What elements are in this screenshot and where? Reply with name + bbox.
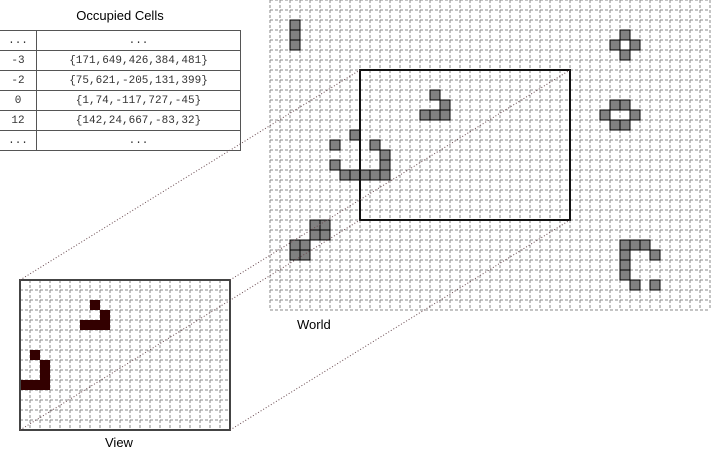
table-row: -3 {171,649,426,384,481} bbox=[0, 50, 241, 71]
world-live-cell bbox=[439, 99, 451, 111]
table-row: ...... bbox=[0, 130, 241, 151]
world-live-cell bbox=[649, 279, 661, 291]
world-live-cell bbox=[349, 129, 361, 141]
world-live-cell bbox=[429, 89, 441, 101]
world-live-cell bbox=[419, 109, 431, 121]
world-live-cell bbox=[619, 269, 631, 281]
world-live-cell bbox=[619, 249, 631, 261]
world-live-cell bbox=[649, 249, 661, 261]
world-live-cell bbox=[609, 39, 621, 51]
occupied-cells-table: ...... -3 {171,649,426,384,481} -2 {75,621,-… bbox=[0, 30, 241, 151]
table-title: Occupied Cells bbox=[76, 8, 164, 23]
world-live-cell bbox=[299, 249, 311, 261]
world-live-cell bbox=[429, 109, 441, 121]
row-cell-set: {142,24,667,-83,32} bbox=[36, 110, 241, 131]
world-live-cell bbox=[639, 239, 651, 251]
projection-line bbox=[19, 219, 361, 431]
world-live-cell bbox=[349, 169, 361, 181]
view-live-cell bbox=[30, 380, 40, 390]
view-live-cell bbox=[30, 350, 40, 360]
view-live-cell bbox=[40, 370, 50, 380]
view-live-cell bbox=[20, 380, 30, 390]
world-live-cell bbox=[329, 139, 341, 151]
world-live-cell bbox=[369, 169, 381, 181]
world-live-cell bbox=[619, 259, 631, 271]
view-live-cell bbox=[40, 380, 50, 390]
world-live-cell bbox=[619, 119, 631, 131]
view-live-cell bbox=[100, 310, 110, 320]
world-live-cell bbox=[369, 139, 381, 151]
view-live-cell bbox=[100, 320, 110, 330]
viewport-rectangle bbox=[359, 69, 571, 221]
world-live-cell bbox=[289, 29, 301, 41]
world-live-cell bbox=[619, 29, 631, 41]
projection-line bbox=[229, 219, 571, 431]
view-live-cell bbox=[90, 320, 100, 330]
world-live-cell bbox=[629, 279, 641, 291]
world-live-cell bbox=[339, 169, 351, 181]
view-live-cell bbox=[90, 300, 100, 310]
world-live-cell bbox=[609, 99, 621, 111]
world-live-cell bbox=[319, 229, 331, 241]
view-live-cell bbox=[40, 360, 50, 370]
world-live-cell bbox=[619, 99, 631, 111]
view-border bbox=[19, 279, 231, 431]
table-row: ...... bbox=[0, 30, 241, 51]
world-live-cell bbox=[309, 219, 321, 231]
world-live-cell bbox=[619, 49, 631, 61]
world-live-cell bbox=[629, 109, 641, 121]
world-live-cell bbox=[359, 169, 371, 181]
world-live-cell bbox=[379, 169, 391, 181]
view-live-cell bbox=[80, 320, 90, 330]
world-live-cell bbox=[439, 109, 451, 121]
world-live-cell bbox=[619, 239, 631, 251]
world-live-cell bbox=[609, 119, 621, 131]
world-live-cell bbox=[329, 159, 341, 171]
table-row: 12 {142,24,667,-83,32} bbox=[0, 110, 241, 131]
world-live-cell bbox=[289, 39, 301, 51]
view-label: View bbox=[105, 435, 133, 450]
world-live-cell bbox=[289, 19, 301, 31]
world-live-cell bbox=[379, 159, 391, 171]
row-cell-set: ... bbox=[36, 130, 241, 151]
world-live-cell bbox=[309, 229, 321, 241]
world-live-cell bbox=[629, 239, 641, 251]
projection-line bbox=[229, 69, 571, 281]
projection-line bbox=[19, 69, 361, 281]
world-live-cell bbox=[599, 109, 611, 121]
world-live-cell bbox=[379, 149, 391, 161]
world-label: World bbox=[297, 317, 331, 332]
world-live-cell bbox=[299, 239, 311, 251]
world-live-cell bbox=[629, 39, 641, 51]
view-background bbox=[20, 280, 230, 430]
